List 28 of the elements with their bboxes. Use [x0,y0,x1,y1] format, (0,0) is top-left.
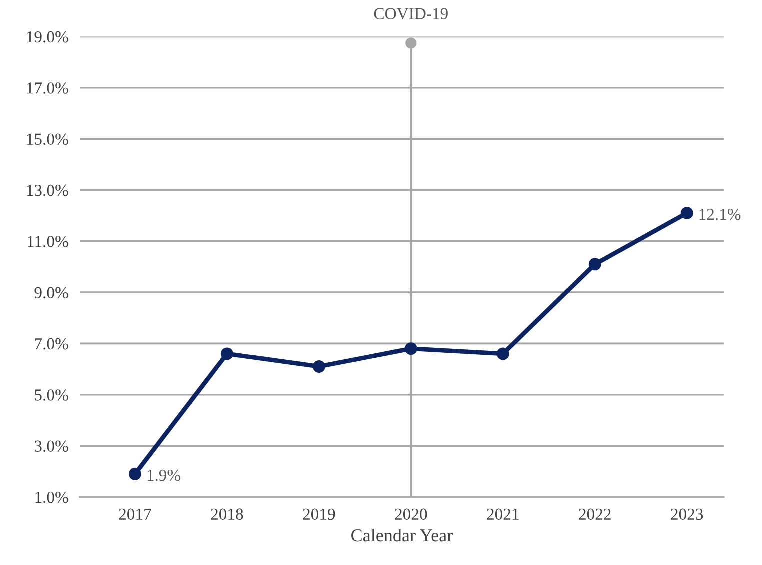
ref-line-label: COVID-19 [374,8,448,20]
point [220,348,234,360]
data-label: 1.9% [148,470,180,482]
x-tick-label: 2017 [119,508,152,520]
data-label: 12.1% [700,208,741,220]
y-tick-label: 5.0% [35,390,68,401]
y-tick-label: 9.0% [34,287,68,299]
point [312,360,326,373]
point [680,206,694,220]
x-tick-label: 2020 [395,508,428,520]
x-axis-title: Calendar Year [352,528,453,542]
y-tick-label: 17.0% [27,82,68,94]
y-tick-label: 11.0% [28,236,68,248]
y-tick-label: 13.0% [27,184,68,196]
y-tick-label: 7.0% [35,338,68,350]
point [128,468,142,480]
x-tick-label: 2022 [579,508,611,520]
point [496,348,510,360]
x-tick-label: 2019 [303,508,336,520]
y-tick-label: 15.0% [27,134,68,146]
y-tick-label: 1.0% [36,492,68,504]
y-tick-label: 3.0% [34,440,68,452]
point [404,342,418,356]
x-tick-label: 2021 [487,508,519,520]
x-tick-label: 2023 [671,508,704,520]
y-tick-label: 19.0% [27,31,68,43]
x-tick-label: 2018 [211,508,244,520]
point [588,258,602,271]
